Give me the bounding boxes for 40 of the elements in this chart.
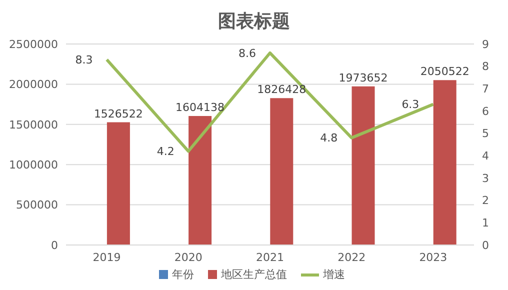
- data-label: 4.2: [156, 145, 174, 158]
- data-label: 6.3: [402, 98, 420, 112]
- y2-tick-label: 2: [482, 194, 489, 208]
- x-tick-label: 2023: [419, 250, 448, 264]
- data-label: 1526522: [94, 107, 143, 120]
- bar: [188, 116, 212, 245]
- x-tick-label: 2021: [256, 250, 284, 264]
- y-tick-label: 0: [51, 238, 58, 252]
- y2-tick-label: 8: [482, 60, 489, 74]
- data-label: 2050522: [420, 65, 470, 78]
- y2-tick-label: 6: [482, 104, 489, 118]
- bar: [433, 80, 456, 245]
- y-tick-label: 1000000: [9, 158, 58, 172]
- data-label: 1826428: [257, 83, 306, 96]
- legend-label: 年份: [172, 267, 194, 282]
- y2-tick-label: 1: [482, 216, 489, 230]
- y-tick-label: 500000: [16, 198, 58, 212]
- bar: [352, 86, 375, 245]
- y2-tick-label: 4: [482, 150, 489, 163]
- y2-tick-label: 0: [482, 238, 489, 252]
- legend-label: 增速: [323, 267, 345, 282]
- data-label: 8.6: [238, 46, 256, 60]
- data-label: 4.8: [320, 132, 338, 145]
- legend-label: 地区生产总值: [221, 267, 287, 282]
- bar: [106, 122, 130, 245]
- y-tick-label: 2500000: [9, 38, 58, 51]
- y2-tick-label: 5: [482, 127, 489, 140]
- chart-title: 图表标题: [217, 10, 291, 34]
- x-tick-label: 2020: [174, 250, 202, 264]
- data-label: 1973652: [338, 71, 388, 84]
- x-tick-label: 2022: [338, 250, 366, 264]
- y2-tick-label: 7: [482, 82, 489, 96]
- bar: [270, 98, 294, 245]
- data-label: 1604138: [176, 101, 225, 114]
- y-tick-label: 1500000: [9, 118, 58, 132]
- y2-tick-label: 9: [482, 38, 489, 51]
- x-tick-label: 2019: [92, 250, 121, 264]
- y-tick-label: 2000000: [9, 78, 58, 92]
- data-label: 8.3: [75, 54, 93, 67]
- y2-tick-label: 3: [482, 172, 489, 185]
